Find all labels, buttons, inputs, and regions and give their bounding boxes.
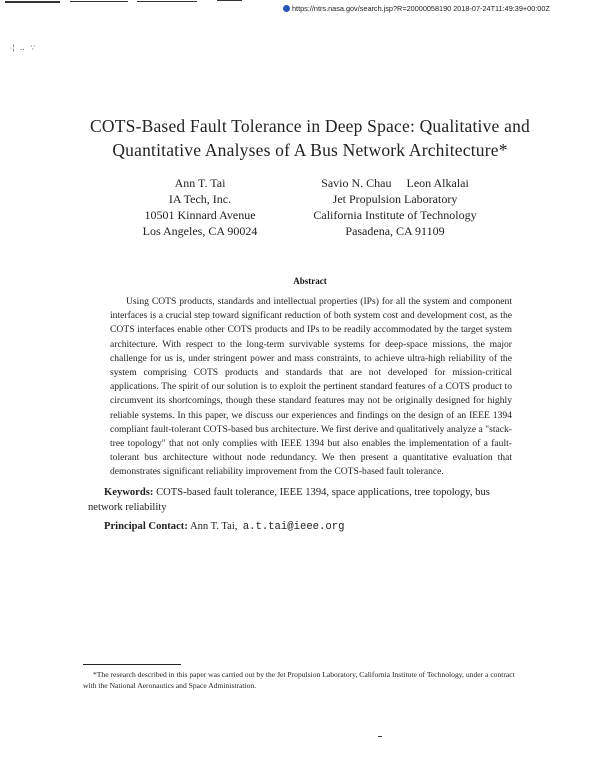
ntrs-logo-icon (283, 5, 290, 12)
scan-artifact (137, 1, 197, 2)
author-city: Pasadena, CA 91109 (345, 224, 445, 238)
author-affiliation: Jet Propulsion Laboratory (332, 192, 458, 206)
scan-speckles: ·¦ ‥ ∵ (10, 45, 35, 52)
abstract-body: Using COTS products, standards and intel… (110, 296, 512, 478)
author-city: Los Angeles, CA 90024 (142, 224, 258, 238)
scan-artifact (217, 0, 242, 1)
author-block-right: Savio N. Chau Leon Alkalai Jet Propulsio… (295, 175, 495, 239)
author-institution: California Institute of Technology (313, 208, 477, 222)
author-affiliation: IA Tech, Inc. (168, 192, 232, 206)
contact-label: Principal Contact: (104, 521, 188, 532)
keywords: Keywords: COTS-based fault tolerance, IE… (88, 486, 513, 515)
footnote-rule (83, 664, 181, 665)
author-address: 10501 Kinnard Avenue (144, 208, 256, 222)
scan-artifact (5, 1, 60, 3)
principal-contact: Principal Contact: Ann T. Tai, a.t.tai@i… (104, 521, 344, 533)
keywords-label: Keywords: (104, 487, 154, 498)
author-block-left: Ann T. Tai IA Tech, Inc. 10501 Kinnard A… (140, 175, 260, 239)
scan-artifact (70, 1, 128, 2)
paper-title-line-1: COTS-Based Fault Tolerance in Deep Space… (90, 116, 530, 136)
keywords-text: COTS-based fault tolerance, IEEE 1394, s… (88, 487, 490, 513)
contact-name: Ann T. Tai, (189, 521, 238, 532)
paper-title-line-2: Quantitative Analyses of A Bus Network A… (112, 140, 508, 160)
abstract-heading: Abstract (293, 276, 327, 286)
author-names: Savio N. Chau Leon Alkalai (321, 176, 469, 190)
scan-artifact (378, 736, 382, 737)
ntrs-url-stamp: https://ntrs.nasa.gov/search.jsp?R=20000… (283, 4, 550, 13)
author-name: Ann T. Tai (174, 176, 226, 190)
footnote: *The research described in this paper wa… (83, 670, 515, 690)
contact-email: a.t.tai@ieee.org (242, 521, 345, 533)
